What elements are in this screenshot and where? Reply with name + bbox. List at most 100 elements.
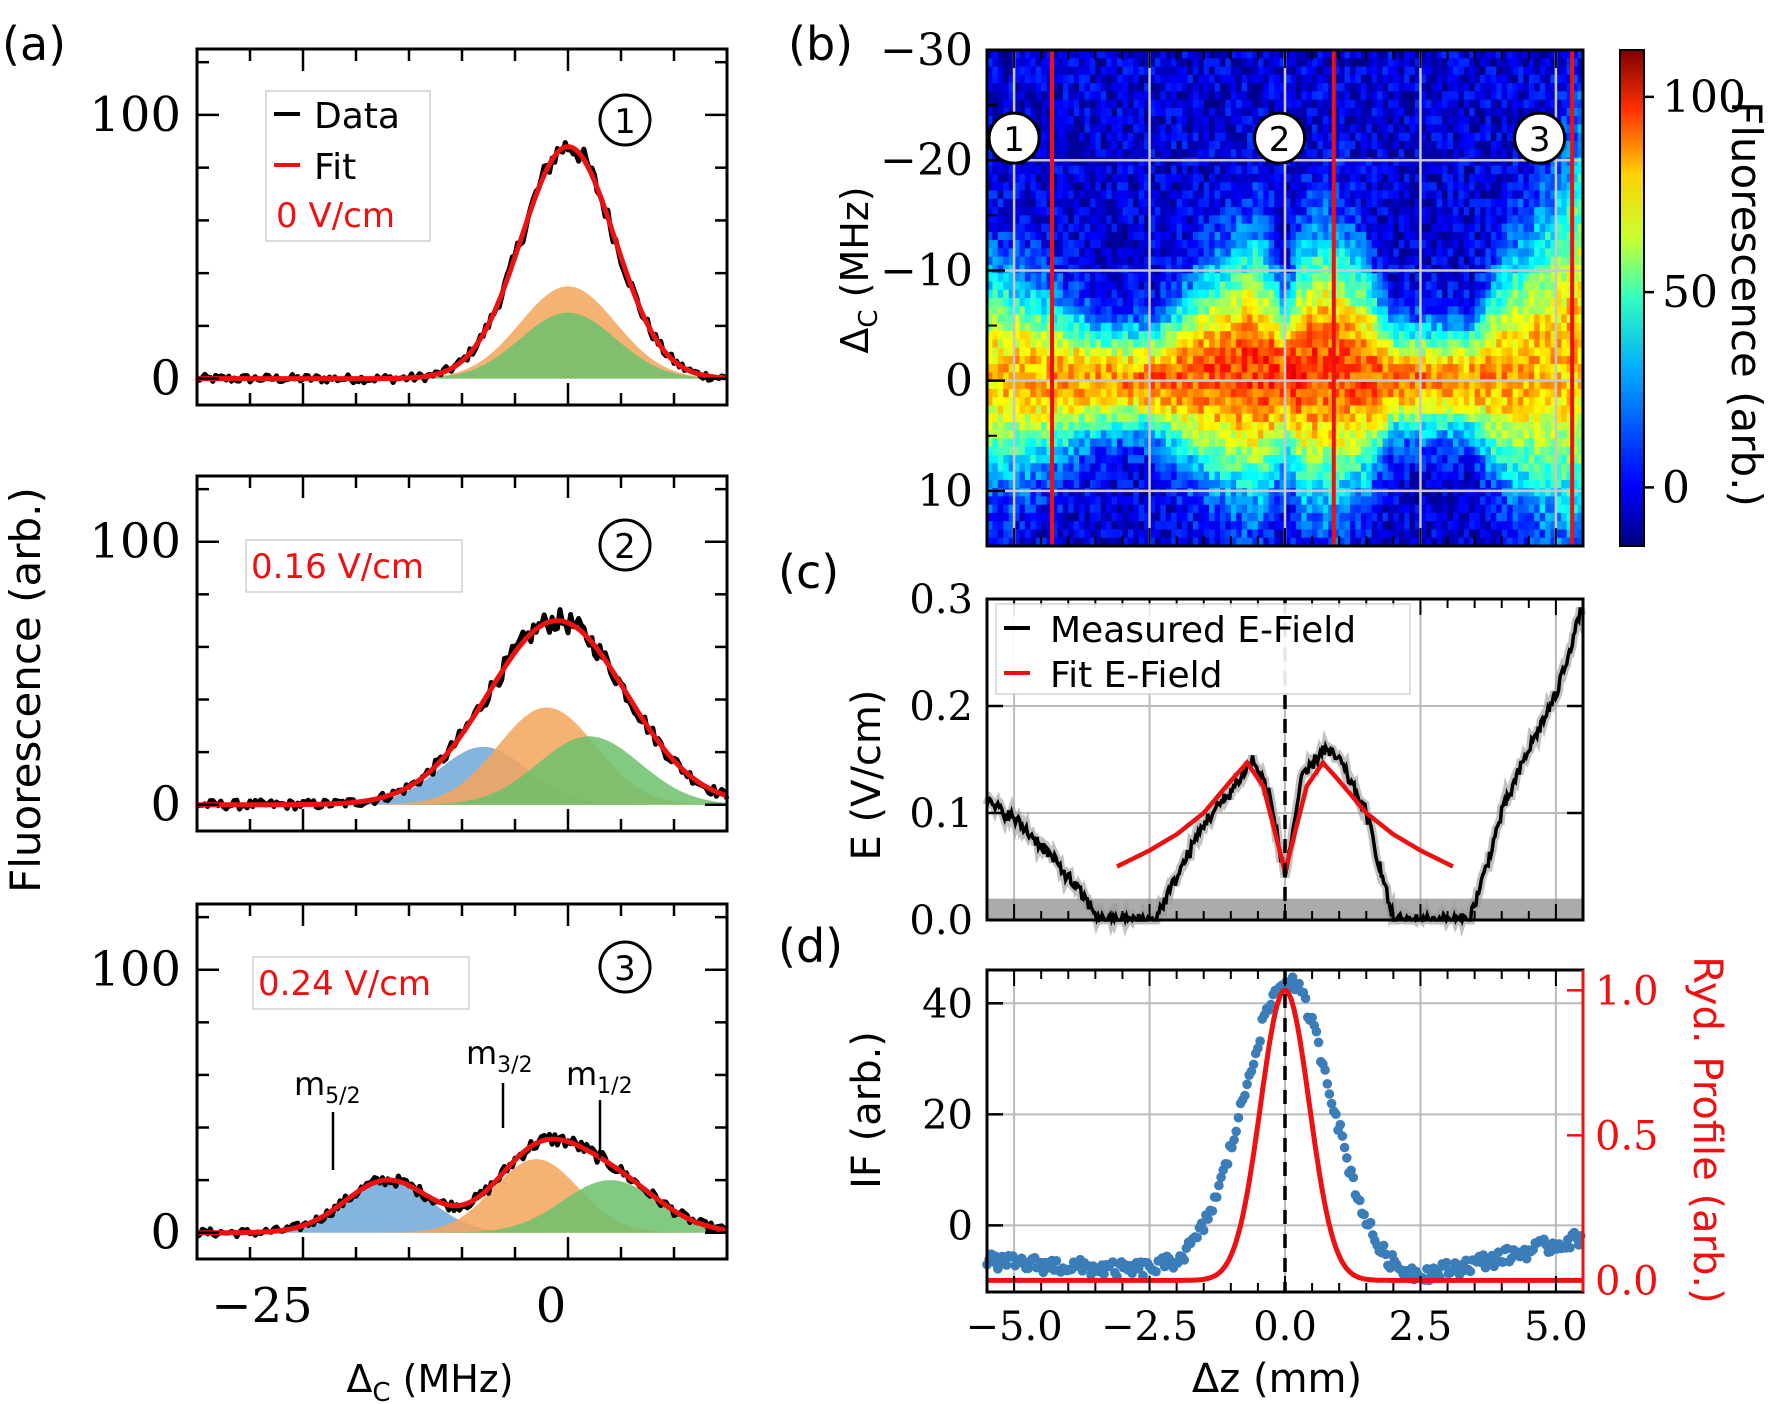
- heat-cell: [1279, 446, 1286, 456]
- heat-cell: [1106, 298, 1113, 307]
- heat-cell: [1398, 521, 1405, 531]
- heat-cell: [997, 281, 1004, 291]
- heat-cell: [1306, 455, 1313, 464]
- heat-cell: [987, 455, 993, 464]
- heat-cell: [1160, 388, 1167, 398]
- heat-cell: [1024, 240, 1031, 249]
- heat-cell: [1263, 207, 1270, 216]
- heat-cell: [1263, 231, 1270, 241]
- heat-cell: [1214, 364, 1221, 373]
- heat-cell: [1106, 215, 1113, 225]
- heat-cell: [1306, 190, 1313, 200]
- heat-cell: [1019, 190, 1026, 200]
- heat-cell: [1155, 207, 1161, 216]
- heat-cell: [1068, 273, 1075, 283]
- heat-cell: [1008, 512, 1015, 522]
- heat-cell: [1127, 463, 1134, 473]
- heat-cell: [1257, 298, 1264, 307]
- heat-cell: [1247, 198, 1254, 208]
- heat-cell: [1079, 488, 1086, 497]
- heat-cell: [1322, 240, 1329, 249]
- heat-cell: [1274, 74, 1281, 84]
- heat-cell: [1035, 50, 1042, 59]
- heat-cell: [1165, 198, 1172, 208]
- heat-cell: [1328, 504, 1335, 514]
- heat-cell: [1220, 455, 1226, 464]
- heat-cell: [1117, 273, 1123, 283]
- heat-cell: [997, 512, 1004, 522]
- heat-cell: [1344, 512, 1351, 522]
- heat-cell: [1182, 66, 1189, 76]
- heat-cell: [1203, 479, 1210, 489]
- heat-cell: [1382, 455, 1389, 464]
- heat-cell: [1187, 314, 1194, 324]
- heat-cell: [1339, 430, 1346, 440]
- heat-cell: [1371, 198, 1378, 208]
- heat-cell: [1306, 99, 1313, 109]
- heat-cell: [1398, 347, 1405, 357]
- heat-cell: [1225, 240, 1232, 249]
- heat-cell: [1366, 116, 1373, 125]
- heat-cell: [1371, 157, 1378, 167]
- heat-cell: [1274, 504, 1281, 514]
- heat-cell: [1377, 66, 1384, 76]
- heat-cell: [1377, 438, 1384, 448]
- heat-cell: [1371, 231, 1378, 241]
- heat-cell: [1052, 298, 1058, 307]
- heat-cell: [992, 339, 999, 349]
- heat-cell: [1165, 116, 1172, 125]
- heat-cell: [1387, 529, 1394, 539]
- heat-cell: [1122, 198, 1129, 208]
- heat-cell: [1247, 537, 1254, 546]
- heat-cell: [1404, 413, 1411, 423]
- heat-cell: [1247, 405, 1254, 415]
- heat-cell: [1041, 124, 1048, 134]
- heat-cell: [1268, 289, 1275, 299]
- heat-cell: [1317, 91, 1324, 101]
- heat-cell: [1041, 413, 1048, 423]
- heat-cell: [1360, 74, 1367, 84]
- heat-cell: [1420, 397, 1427, 407]
- heat-cell: [1241, 124, 1248, 134]
- heat-cell: [1138, 116, 1145, 125]
- heat-cell: [1274, 446, 1281, 456]
- heat-cell: [1220, 157, 1226, 167]
- heat-cell: [1030, 405, 1037, 415]
- heat-cell: [1030, 355, 1037, 365]
- heat-cell: [1355, 273, 1362, 283]
- heat-cell: [1317, 347, 1324, 357]
- heat-cell: [1295, 298, 1302, 307]
- heat-cell: [1117, 537, 1123, 546]
- heat-cell: [1371, 240, 1378, 249]
- heat-cell: [1209, 132, 1216, 142]
- heat-cell: [1165, 463, 1172, 473]
- heat-cell: [1230, 198, 1237, 208]
- heat-cell: [1274, 165, 1281, 175]
- heat-cell: [1041, 223, 1048, 233]
- heat-cell: [1382, 512, 1389, 522]
- heat-cell: [1252, 438, 1259, 448]
- heat-cell: [1024, 322, 1031, 332]
- heat-cell: [1203, 240, 1210, 249]
- heat-cell: [1084, 132, 1091, 142]
- heat-cell: [1014, 281, 1021, 291]
- heat-cell: [1317, 422, 1324, 431]
- heat-cell: [1420, 74, 1427, 84]
- heat-cell: [1068, 240, 1075, 249]
- heat-cell: [1366, 157, 1373, 167]
- heat-cell: [1171, 355, 1178, 365]
- heat-cell: [1014, 347, 1021, 357]
- heat-cell: [1415, 182, 1421, 192]
- heat-cell: [1295, 380, 1302, 390]
- heat-cell: [1295, 174, 1302, 183]
- heat-cell: [1030, 339, 1037, 349]
- heat-cell: [1220, 174, 1226, 183]
- heat-cell: [1003, 74, 1010, 84]
- heat-cell: [1041, 207, 1048, 216]
- heat-cell: [1008, 322, 1015, 332]
- heat-cell: [1122, 165, 1129, 175]
- heat-cell: [1079, 116, 1086, 125]
- heat-cell: [1095, 521, 1102, 531]
- heat-cell: [1350, 413, 1356, 423]
- heat-cell: [1263, 322, 1270, 332]
